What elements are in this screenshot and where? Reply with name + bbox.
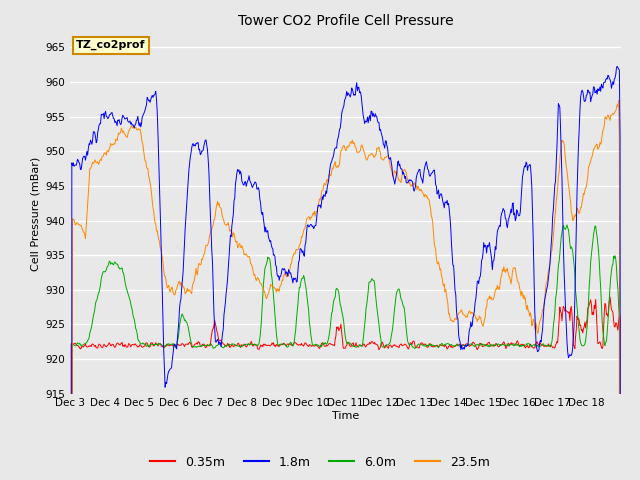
X-axis label: Time: Time [332,411,359,421]
Y-axis label: Cell Pressure (mBar): Cell Pressure (mBar) [30,156,40,271]
Legend: 0.35m, 1.8m, 6.0m, 23.5m: 0.35m, 1.8m, 6.0m, 23.5m [145,451,495,474]
Text: TZ_co2prof: TZ_co2prof [76,40,145,50]
Title: Tower CO2 Profile Cell Pressure: Tower CO2 Profile Cell Pressure [238,14,453,28]
